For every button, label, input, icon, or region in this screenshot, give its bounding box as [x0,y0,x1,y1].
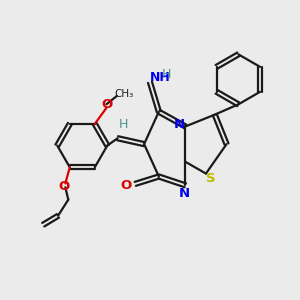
Text: O: O [121,179,132,192]
Text: N: N [173,118,184,131]
Text: NH: NH [150,71,171,84]
Text: H: H [161,68,171,81]
Text: CH₃: CH₃ [115,88,134,99]
Text: H: H [119,118,128,131]
Text: S: S [206,172,215,185]
Text: O: O [58,181,70,194]
Text: N: N [179,187,190,200]
Text: O: O [102,98,113,111]
